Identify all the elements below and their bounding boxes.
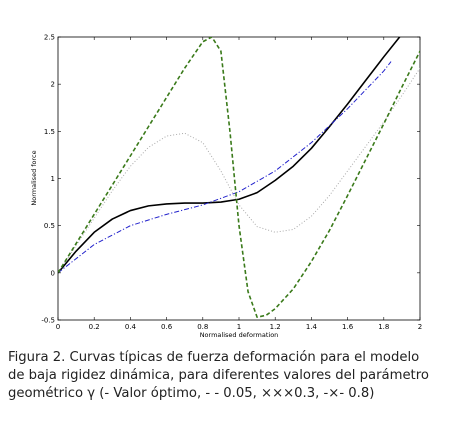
x-tick-label: 1.8	[378, 323, 389, 331]
series-layer	[58, 37, 420, 318]
y-tick-label: 1	[51, 175, 55, 183]
x-axis-label: Normalised deformation	[200, 331, 279, 339]
caption-line-3: geométrico γ (- Valor óptimo, - - 0.05, …	[8, 386, 375, 401]
series-line-2	[58, 61, 392, 274]
y-tick-label: -0.5	[41, 317, 55, 325]
figure-caption: Figura 2. Curvas típicas de fuerza defor…	[8, 349, 448, 403]
x-tick-label: 0.2	[89, 323, 100, 331]
x-tick-label: 1	[237, 323, 241, 331]
x-tick-label: 0	[56, 323, 60, 331]
series-line-1	[58, 37, 401, 274]
caption-line-1: Figura 2. Curvas típicas de fuerza defor…	[8, 350, 420, 365]
caption-line-2: de baja rigidez dinámica, para diferente…	[8, 368, 429, 383]
x-tick-label: 0.4	[125, 323, 137, 331]
tick-layer: 0 0.2 0.4 0.6 0.8 1 1.2 1.4 1.6 1.8 2-0.500.511.52…	[41, 34, 422, 332]
x-tick-label: 1.6	[342, 323, 354, 331]
y-tick-label: 2.5	[44, 34, 55, 42]
series-line-3	[58, 67, 420, 274]
series-line-4	[58, 37, 420, 318]
x-tick-label: 1.2	[270, 323, 281, 331]
x-tick-label: 2	[418, 323, 422, 331]
y-tick-label: 1.5	[44, 128, 55, 136]
plot-area	[57, 36, 421, 321]
x-tick-label: 0.8	[197, 323, 208, 331]
x-tick-label: 1.4	[306, 323, 318, 331]
y-tick-label: 0	[51, 269, 55, 277]
y-tick-label: 2	[51, 81, 55, 89]
y-tick-label: 0.5	[44, 222, 55, 230]
y-axis-label: Normalised force	[30, 150, 38, 205]
x-tick-label: 0.6	[161, 323, 173, 331]
